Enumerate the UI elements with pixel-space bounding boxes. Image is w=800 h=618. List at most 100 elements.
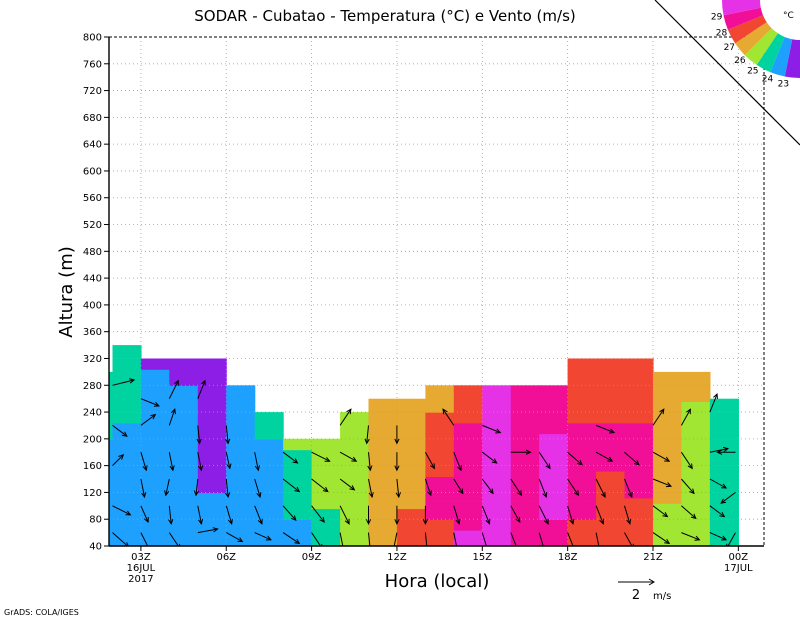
temperature-cell [112,406,142,413]
temperature-cell [510,406,540,413]
y-axis-ticks: 40 80 120 160 200 240 280 320 360 400 440 480 520 560… [83,33,109,553]
temperature-cell [109,379,114,386]
temperature-cell [425,406,455,413]
wind-vector [168,532,179,546]
temperature-cell [226,508,256,515]
temperature-cell [624,460,654,467]
wind-vector [254,478,261,498]
temperature-cell [425,471,455,477]
temperature-cell [482,412,512,419]
temperature-cell [283,497,313,504]
temperature-cell [169,390,199,397]
temperature-cell [340,519,370,526]
temperature-cell [340,492,370,499]
temperature-cell [311,535,341,542]
y-tick-label: 200 [83,434,102,445]
temperature-cell [109,476,114,483]
wind-vector [226,532,243,543]
wind-vector [254,532,272,541]
wind-vector-arrowhead [719,511,726,518]
temperature-cell [109,492,114,499]
temperature-cell [109,487,114,494]
temperature-cell [396,513,426,520]
temperature-cell [709,529,739,536]
temperature-cell [425,385,455,392]
temperature-cell [368,406,398,413]
temperature-cell [510,492,540,499]
temperature-cell [425,444,455,451]
temperature-cell [140,519,170,526]
temperature-cell [596,444,626,451]
temperature-cell [226,524,256,531]
wind-vector-arrowhead [721,483,728,489]
temperature-cell [112,471,142,477]
temperature-cell [368,412,398,419]
temperature-cell [653,471,682,477]
wind-vector-arrowhead [254,465,260,472]
colorbar-tick-label: 25 [747,67,758,77]
temperature-cell [709,454,739,461]
temperature-cell [169,503,199,510]
wind-vector-arrowhead [224,492,231,499]
chart-title: SODAR - Cubatao - Temperatura (°C) e Ven… [194,7,576,25]
temperature-cell [596,438,626,445]
temperature-cell [254,471,284,477]
temperature-cell [510,497,540,504]
wind-vector-arrowhead [196,438,202,445]
wind-vector [254,505,263,524]
temperature-cell [396,449,426,456]
temperature-cell [653,497,682,504]
wind-vector-arrowhead [121,431,128,437]
temperature-cell [681,487,711,494]
temperature-cell [567,508,597,515]
temperature-cell [197,428,227,435]
temperature-cell [510,487,540,494]
wind-vector [339,408,352,426]
temperature-cell [169,487,199,494]
wind-vector [510,532,517,546]
wind-vector-arrowhead [664,538,671,545]
x-tick-label: 12Z [387,552,407,563]
temperature-cell [510,476,540,483]
temperature-cell [482,438,512,445]
temperature-cell [453,444,483,451]
temperature-cell [396,503,426,510]
colorbar-segment [723,7,763,30]
wind-vector [168,505,172,524]
temperature-cell [653,438,682,445]
y-axis-label: Altura (m) [56,246,77,338]
temperature-cell [681,438,711,445]
temperature-cell [197,385,227,392]
wind-vector [538,451,551,469]
temperature-cell [169,396,199,402]
wind-vector [709,393,718,413]
temperature-cell [197,497,227,504]
temperature-cell [681,401,711,408]
wind-vector-arrowhead [292,458,299,464]
temperature-cell [709,412,739,419]
temperature-cell [653,401,682,408]
temperature-cell [169,519,199,526]
temperature-cell [453,465,483,472]
temperature-cell [510,401,540,408]
temperature-cell [197,513,227,520]
temperature-cell [140,524,170,531]
temperature-cell [624,444,654,451]
temperature-cell [425,449,455,456]
temperature-cell [510,471,540,477]
temperature-cell [254,513,284,520]
temperature-cell [140,487,170,494]
temperature-cell [539,540,569,546]
colorbar-segment [784,39,800,78]
temperature-cell [340,508,370,515]
y-tick-label: 560 [83,193,102,204]
wind-vector-arrowhead [324,456,331,462]
temperature-cell [567,422,597,429]
temperature-cell [681,529,711,536]
temperature-cell [226,401,256,408]
temperature-cell [482,524,512,531]
temperature-cell [169,513,199,520]
temperature-cell [510,428,540,435]
temperature-cell [482,476,512,483]
